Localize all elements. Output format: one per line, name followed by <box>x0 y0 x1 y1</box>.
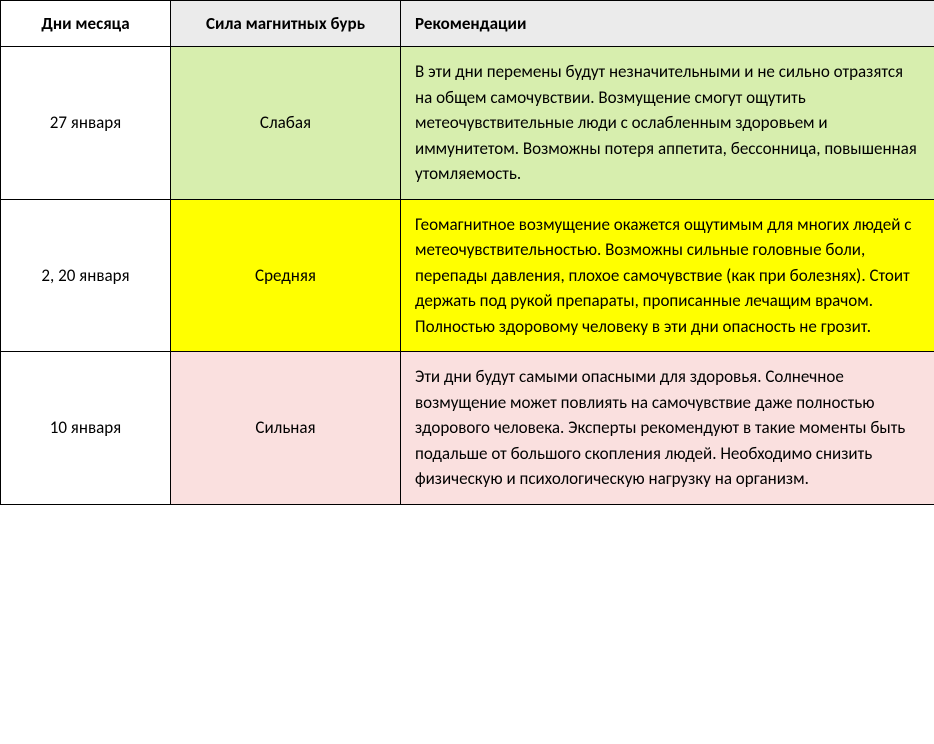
table-row: 10 января Сильная Эти дни будут самыми о… <box>1 352 934 505</box>
col-header-strength: Сила магнитных бурь <box>171 1 401 47</box>
table-row: 2, 20 января Средняя Геомагнитное возмущ… <box>1 199 934 352</box>
cell-strength: Сильная <box>171 352 401 505</box>
cell-strength: Слабая <box>171 47 401 200</box>
cell-days: 10 января <box>1 352 171 505</box>
table-header-row: Дни месяца Сила магнитных бурь Рекоменда… <box>1 1 934 47</box>
col-header-days: Дни месяца <box>1 1 171 47</box>
cell-days: 2, 20 января <box>1 199 171 352</box>
cell-recommendation: Геомагнитное возмущение окажется ощутимы… <box>401 199 934 352</box>
col-header-recommendation: Рекомендации <box>401 1 934 47</box>
cell-recommendation: В эти дни перемены будут незначительными… <box>401 47 934 200</box>
cell-recommendation: Эти дни будут самыми опасными для здоров… <box>401 352 934 505</box>
storm-table: Дни месяца Сила магнитных бурь Рекоменда… <box>0 0 934 505</box>
table-row: 27 января Слабая В эти дни перемены буду… <box>1 47 934 200</box>
cell-strength: Средняя <box>171 199 401 352</box>
cell-days: 27 января <box>1 47 171 200</box>
